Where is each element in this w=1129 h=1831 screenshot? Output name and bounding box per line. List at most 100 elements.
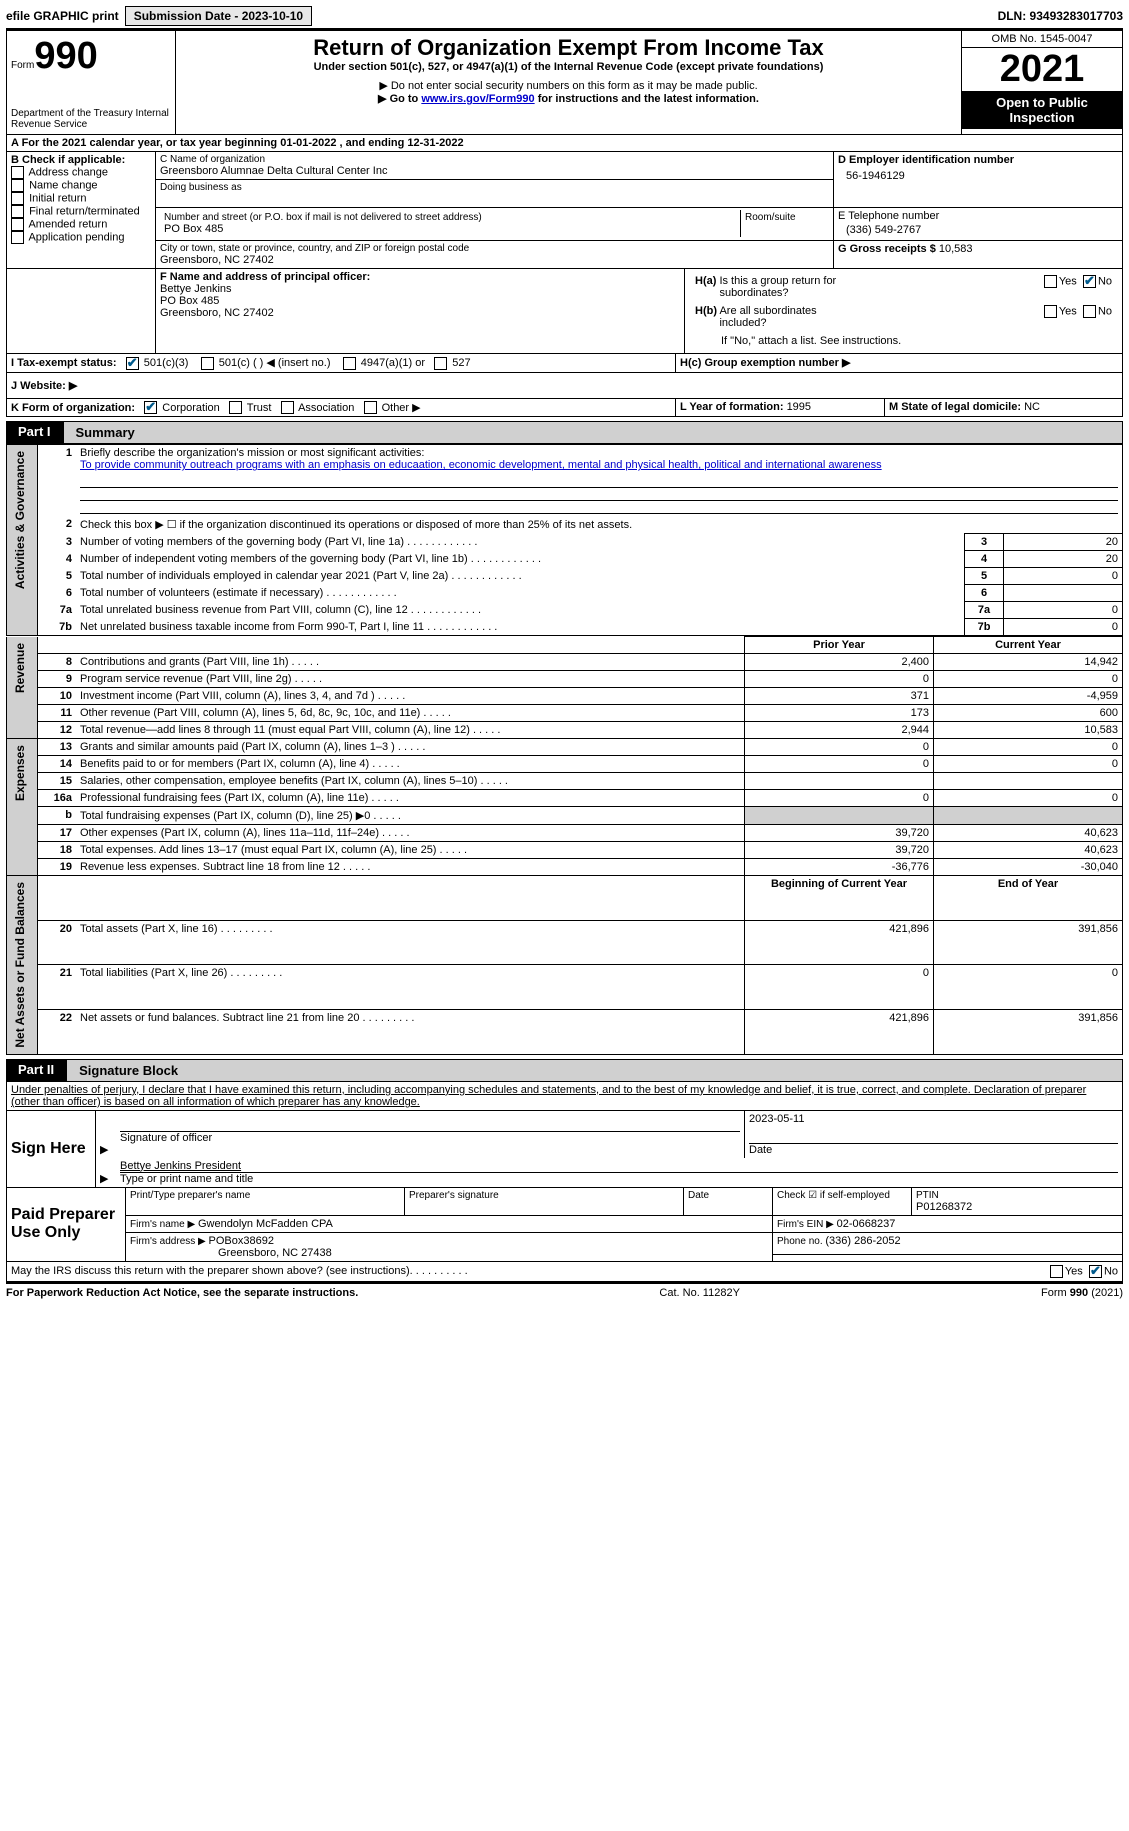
pc-row: 15 Salaries, other compensation, employe…: [7, 773, 1123, 790]
current-year-header: Current Year: [934, 637, 1123, 654]
line-a: A For the 2021 calendar year, or tax yea…: [6, 135, 1123, 152]
check-address[interactable]: Address change: [11, 166, 151, 179]
firm-ein: 02-0668237: [837, 1218, 896, 1230]
pc-row: 19 Revenue less expenses. Subtract line …: [7, 859, 1123, 876]
form-label: Form: [11, 60, 34, 71]
firm-addr2: Greensboro, NC 27438: [130, 1247, 332, 1259]
paid-preparer-label: Paid Preparer Use Only: [7, 1188, 126, 1262]
ein: 56-1946129: [838, 166, 1118, 186]
part-i-table: Activities & Governance 1 Briefly descri…: [6, 444, 1123, 636]
dba-label: Doing business as: [160, 182, 829, 193]
check-name[interactable]: Name change: [11, 179, 151, 192]
city: Greensboro, NC 27402: [160, 254, 829, 266]
check-final[interactable]: Final return/terminated: [11, 205, 151, 218]
corp-check[interactable]: [144, 401, 157, 414]
form-title: Return of Organization Exempt From Incom…: [180, 35, 957, 61]
box-c-label: C Name of organization: [160, 154, 829, 165]
summary-row: 7a Total unrelated business revenue from…: [7, 602, 1123, 619]
header-block: Form990 Department of the Treasury Inter…: [6, 29, 1123, 135]
form-number: 990: [34, 35, 97, 77]
vlabel-rev: Revenue: [11, 639, 29, 697]
pc-row: 11 Other revenue (Part VIII, column (A),…: [7, 705, 1123, 722]
sig-date: 2023-05-11: [749, 1113, 1118, 1125]
box-hc-label: H(c) Group exemption number ▶: [680, 357, 850, 369]
officer-name: Bettye Jenkins: [160, 283, 680, 295]
sig-officer-line: Signature of officer: [120, 1131, 740, 1144]
open-public: Open to Public Inspection: [962, 91, 1122, 129]
box-k-label: K Form of organization:: [11, 402, 135, 414]
city-label: City or town, state or province, country…: [160, 243, 829, 254]
typed-name: Bettye Jenkins President: [120, 1160, 1118, 1172]
omb-label: OMB No. 1545-0047: [962, 31, 1122, 48]
check-pending[interactable]: Application pending: [11, 231, 151, 244]
top-bar: efile GRAPHIC print Submission Date - 20…: [6, 6, 1123, 29]
pc-row: 16a Professional fundraising fees (Part …: [7, 790, 1123, 807]
prior-current-table: Revenue Prior Year Current Year 8 Contri…: [6, 636, 1123, 1055]
h-a-no-check[interactable]: [1083, 275, 1096, 288]
tax-year: 2021: [962, 48, 1122, 91]
self-employed-check[interactable]: Check ☑ if self-employed: [777, 1190, 907, 1201]
pc-row: 14 Benefits paid to or for members (Part…: [7, 756, 1123, 773]
pc-row: 22 Net assets or fund balances. Subtract…: [7, 1010, 1123, 1055]
vlabel-ag: Activities & Governance: [11, 447, 29, 593]
submission-date-button[interactable]: Submission Date - 2023-10-10: [125, 6, 312, 26]
check-amended[interactable]: Amended return: [11, 218, 151, 231]
summary-row: 6 Total number of volunteers (estimate i…: [7, 585, 1123, 602]
room-label: Room/suite: [741, 210, 830, 237]
box-b-label: B Check if applicable:: [11, 154, 151, 166]
sign-here-table: Sign Here ▶ Signature of officer 2023-05…: [6, 1110, 1123, 1188]
pc-row: 18 Total expenses. Add lines 13–17 (must…: [7, 842, 1123, 859]
l2: Check this box ▶ ☐ if the organization d…: [76, 516, 1123, 534]
summary-row: 5 Total number of individuals employed i…: [7, 568, 1123, 585]
check-initial[interactable]: Initial return: [11, 192, 151, 205]
l1-label: Briefly describe the organization's miss…: [80, 447, 424, 459]
part-i-header: Part I Summary: [6, 421, 1123, 444]
officer-addr1: PO Box 485: [160, 295, 680, 307]
pc-row: 21 Total liabilities (Part X, line 26) .…: [7, 965, 1123, 1010]
summary-row: 3 Number of voting members of the govern…: [7, 534, 1123, 551]
dln-label: DLN: 93493283017703: [998, 9, 1123, 23]
paid-preparer-table: Paid Preparer Use Only Print/Type prepar…: [6, 1188, 1123, 1262]
officer-addr2: Greensboro, NC 27402: [160, 307, 680, 319]
pc-row: 10 Investment income (Part VIII, column …: [7, 688, 1123, 705]
efile-label: efile GRAPHIC print: [6, 9, 119, 23]
state-domicile: NC: [1024, 401, 1040, 413]
pc-row: 17 Other expenses (Part IX, column (A), …: [7, 825, 1123, 842]
mission-text[interactable]: To provide community outreach programs w…: [80, 459, 882, 471]
addr: PO Box 485: [164, 223, 736, 235]
pc-row: 8 Contributions and grants (Part VIII, l…: [7, 654, 1123, 671]
prior-year-header: Prior Year: [745, 637, 934, 654]
addr-label: Number and street (or P.O. box if mail i…: [164, 212, 736, 223]
note-2: ▶ Go to www.irs.gov/Form990 for instruct…: [180, 92, 957, 105]
box-e-label: E Telephone number: [838, 210, 1118, 222]
form-990-page: efile GRAPHIC print Submission Date - 20…: [0, 0, 1129, 1308]
discuss-row: May the IRS discuss this return with the…: [6, 1262, 1123, 1282]
dept-label: Department of the Treasury Internal Reve…: [11, 108, 171, 130]
sign-here-label: Sign Here: [7, 1110, 96, 1187]
summary-row: 4 Number of independent voting members o…: [7, 551, 1123, 568]
box-j: J Website: ▶: [6, 373, 1123, 399]
form-ref: Form 990 (2021): [1041, 1287, 1123, 1299]
pc-row: 9 Program service revenue (Part VIII, li…: [7, 671, 1123, 688]
year-formation: 1995: [787, 401, 811, 413]
part-ii-header: Part II Signature Block: [6, 1059, 1123, 1082]
pc-row: 20 Total assets (Part X, line 16) . . . …: [7, 920, 1123, 965]
501c3-check[interactable]: [126, 357, 139, 370]
box-f-label: F Name and address of principal officer:: [160, 271, 680, 283]
h-note: If "No," attach a list. See instructions…: [691, 333, 1116, 349]
box-d-label: D Employer identification number: [838, 154, 1118, 166]
form-subtitle: Under section 501(c), 527, or 4947(a)(1)…: [180, 61, 957, 73]
gross-receipts: 10,583: [939, 243, 973, 255]
box-g-label: G Gross receipts $: [838, 243, 939, 255]
discuss-no[interactable]: [1089, 1265, 1102, 1278]
summary-row: 7b Net unrelated business taxable income…: [7, 619, 1123, 636]
prep-phone: (336) 286-2052: [825, 1235, 900, 1247]
page-footer: For Paperwork Reduction Act Notice, see …: [6, 1282, 1123, 1302]
box-i-label: I Tax-exempt status:: [11, 357, 117, 369]
ptin: P01268372: [916, 1201, 1118, 1213]
pc-row: 12 Total revenue—add lines 8 through 11 …: [7, 722, 1123, 739]
irs-link[interactable]: www.irs.gov/Form990: [421, 93, 534, 105]
pc-row: Expenses13 Grants and similar amounts pa…: [7, 739, 1123, 756]
pc-row: b Total fundraising expenses (Part IX, c…: [7, 807, 1123, 825]
firm-name: Gwendolyn McFadden CPA: [198, 1218, 333, 1230]
